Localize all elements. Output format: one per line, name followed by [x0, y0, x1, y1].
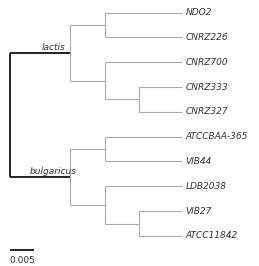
Text: CNRZ333: CNRZ333	[186, 82, 228, 92]
Text: CNRZ226: CNRZ226	[186, 33, 228, 42]
Text: LDB2038: LDB2038	[186, 182, 227, 191]
Text: CNRZ327: CNRZ327	[186, 107, 228, 116]
Text: bulgaricus: bulgaricus	[30, 167, 77, 176]
Text: VIB44: VIB44	[186, 157, 212, 166]
Text: NDO2: NDO2	[186, 8, 212, 17]
Text: lactis: lactis	[41, 43, 65, 52]
Text: CNRZ700: CNRZ700	[186, 58, 228, 67]
Text: VIB27: VIB27	[186, 207, 212, 216]
Text: 0.005: 0.005	[9, 256, 35, 265]
Text: ATCC11842: ATCC11842	[186, 231, 238, 240]
Text: ATCCBAA-365: ATCCBAA-365	[186, 132, 248, 141]
